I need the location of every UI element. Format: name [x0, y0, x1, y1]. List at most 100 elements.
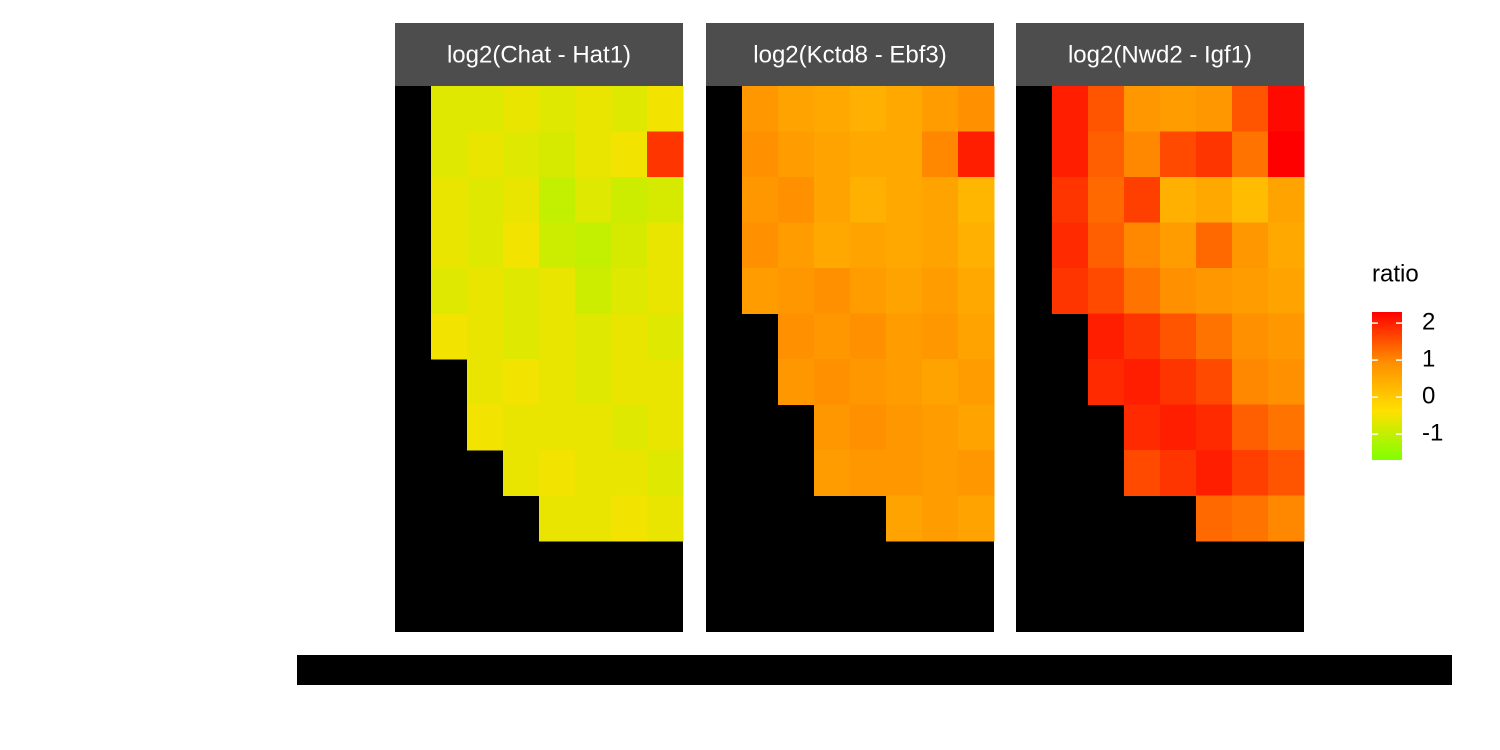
- cell: [1232, 495, 1269, 542]
- cell: [1268, 359, 1305, 405]
- cell: [742, 86, 779, 132]
- cell: [647, 86, 684, 132]
- cell: [1124, 404, 1161, 451]
- cell: [611, 131, 648, 178]
- cell: [1160, 450, 1197, 496]
- cell: [1052, 177, 1089, 223]
- cell: [611, 313, 648, 360]
- cell: [886, 268, 923, 314]
- colorbar-tick-label: 0: [1422, 382, 1435, 409]
- cell: [1160, 86, 1197, 132]
- strip: [1016, 23, 1304, 86]
- cell: [611, 359, 648, 405]
- cell: [1196, 450, 1233, 496]
- x-axis-label-blob: [297, 655, 1452, 685]
- cell: [431, 131, 468, 178]
- cell: [1196, 359, 1233, 405]
- cell: [850, 177, 887, 223]
- cell: [778, 131, 815, 178]
- cell: [1268, 313, 1305, 360]
- cell: [503, 313, 540, 360]
- cell: [958, 177, 995, 223]
- cell: [1268, 450, 1305, 496]
- cell: [922, 450, 959, 496]
- cell: [886, 131, 923, 178]
- cell: [922, 404, 959, 451]
- cell: [814, 313, 851, 360]
- cell: [1268, 222, 1305, 269]
- cell: [958, 313, 995, 360]
- cell: [778, 177, 815, 223]
- cell: [467, 222, 504, 269]
- cell: [922, 177, 959, 223]
- cell: [1232, 359, 1269, 405]
- cell: [1088, 86, 1125, 132]
- cell: [1232, 86, 1269, 132]
- cell: [850, 86, 887, 132]
- cell: [467, 359, 504, 405]
- cell: [922, 131, 959, 178]
- cell: [922, 222, 959, 269]
- cell: [575, 131, 612, 178]
- cell: [1232, 268, 1269, 314]
- colorbar: [1372, 312, 1402, 460]
- cell: [922, 86, 959, 132]
- cell: [1124, 131, 1161, 178]
- cell: [1232, 404, 1269, 451]
- cell: [1196, 313, 1233, 360]
- cell: [778, 86, 815, 132]
- cell: [850, 268, 887, 314]
- cell: [958, 86, 995, 132]
- cell: [958, 359, 995, 405]
- strip: [706, 23, 994, 86]
- cell: [922, 268, 959, 314]
- cell: [1232, 313, 1269, 360]
- cell: [647, 450, 684, 496]
- cell: [922, 359, 959, 405]
- cell: [503, 222, 540, 269]
- cell: [503, 177, 540, 223]
- cell: [778, 313, 815, 360]
- cell: [1196, 268, 1233, 314]
- cell: [647, 177, 684, 223]
- cell: [958, 268, 995, 314]
- cell: [778, 359, 815, 405]
- cell: [467, 313, 504, 360]
- cell: [1268, 177, 1305, 223]
- cell: [539, 222, 576, 269]
- cell: [503, 86, 540, 132]
- cell: [814, 450, 851, 496]
- cell: [1052, 222, 1089, 269]
- cell: [1232, 131, 1269, 178]
- colorbar-tick-label: 1: [1422, 345, 1435, 372]
- cell: [1232, 177, 1269, 223]
- cell: [886, 359, 923, 405]
- cell: [647, 495, 684, 542]
- cell: [1088, 359, 1125, 405]
- cell: [1196, 131, 1233, 178]
- cell: [1088, 268, 1125, 314]
- cell: [575, 86, 612, 132]
- cell: [539, 313, 576, 360]
- cell: [647, 404, 684, 451]
- cell: [922, 313, 959, 360]
- cell: [814, 131, 851, 178]
- cell: [575, 177, 612, 223]
- cell: [1160, 131, 1197, 178]
- cell: [1196, 495, 1233, 542]
- cell: [1268, 131, 1305, 178]
- cell: [647, 222, 684, 269]
- cell: [814, 404, 851, 451]
- cell: [886, 495, 923, 542]
- facet-title: log2(Chat - Hat1): [447, 41, 631, 68]
- cell: [850, 404, 887, 451]
- cell: [1124, 222, 1161, 269]
- facet-title: log2(Kctd8 - Ebf3): [753, 41, 946, 68]
- cell: [575, 404, 612, 451]
- cell: [575, 359, 612, 405]
- cell: [1160, 404, 1197, 451]
- cell: [503, 450, 540, 496]
- cell: [1160, 177, 1197, 223]
- cell: [958, 450, 995, 496]
- facet-title: log2(Nwd2 - Igf1): [1068, 41, 1252, 68]
